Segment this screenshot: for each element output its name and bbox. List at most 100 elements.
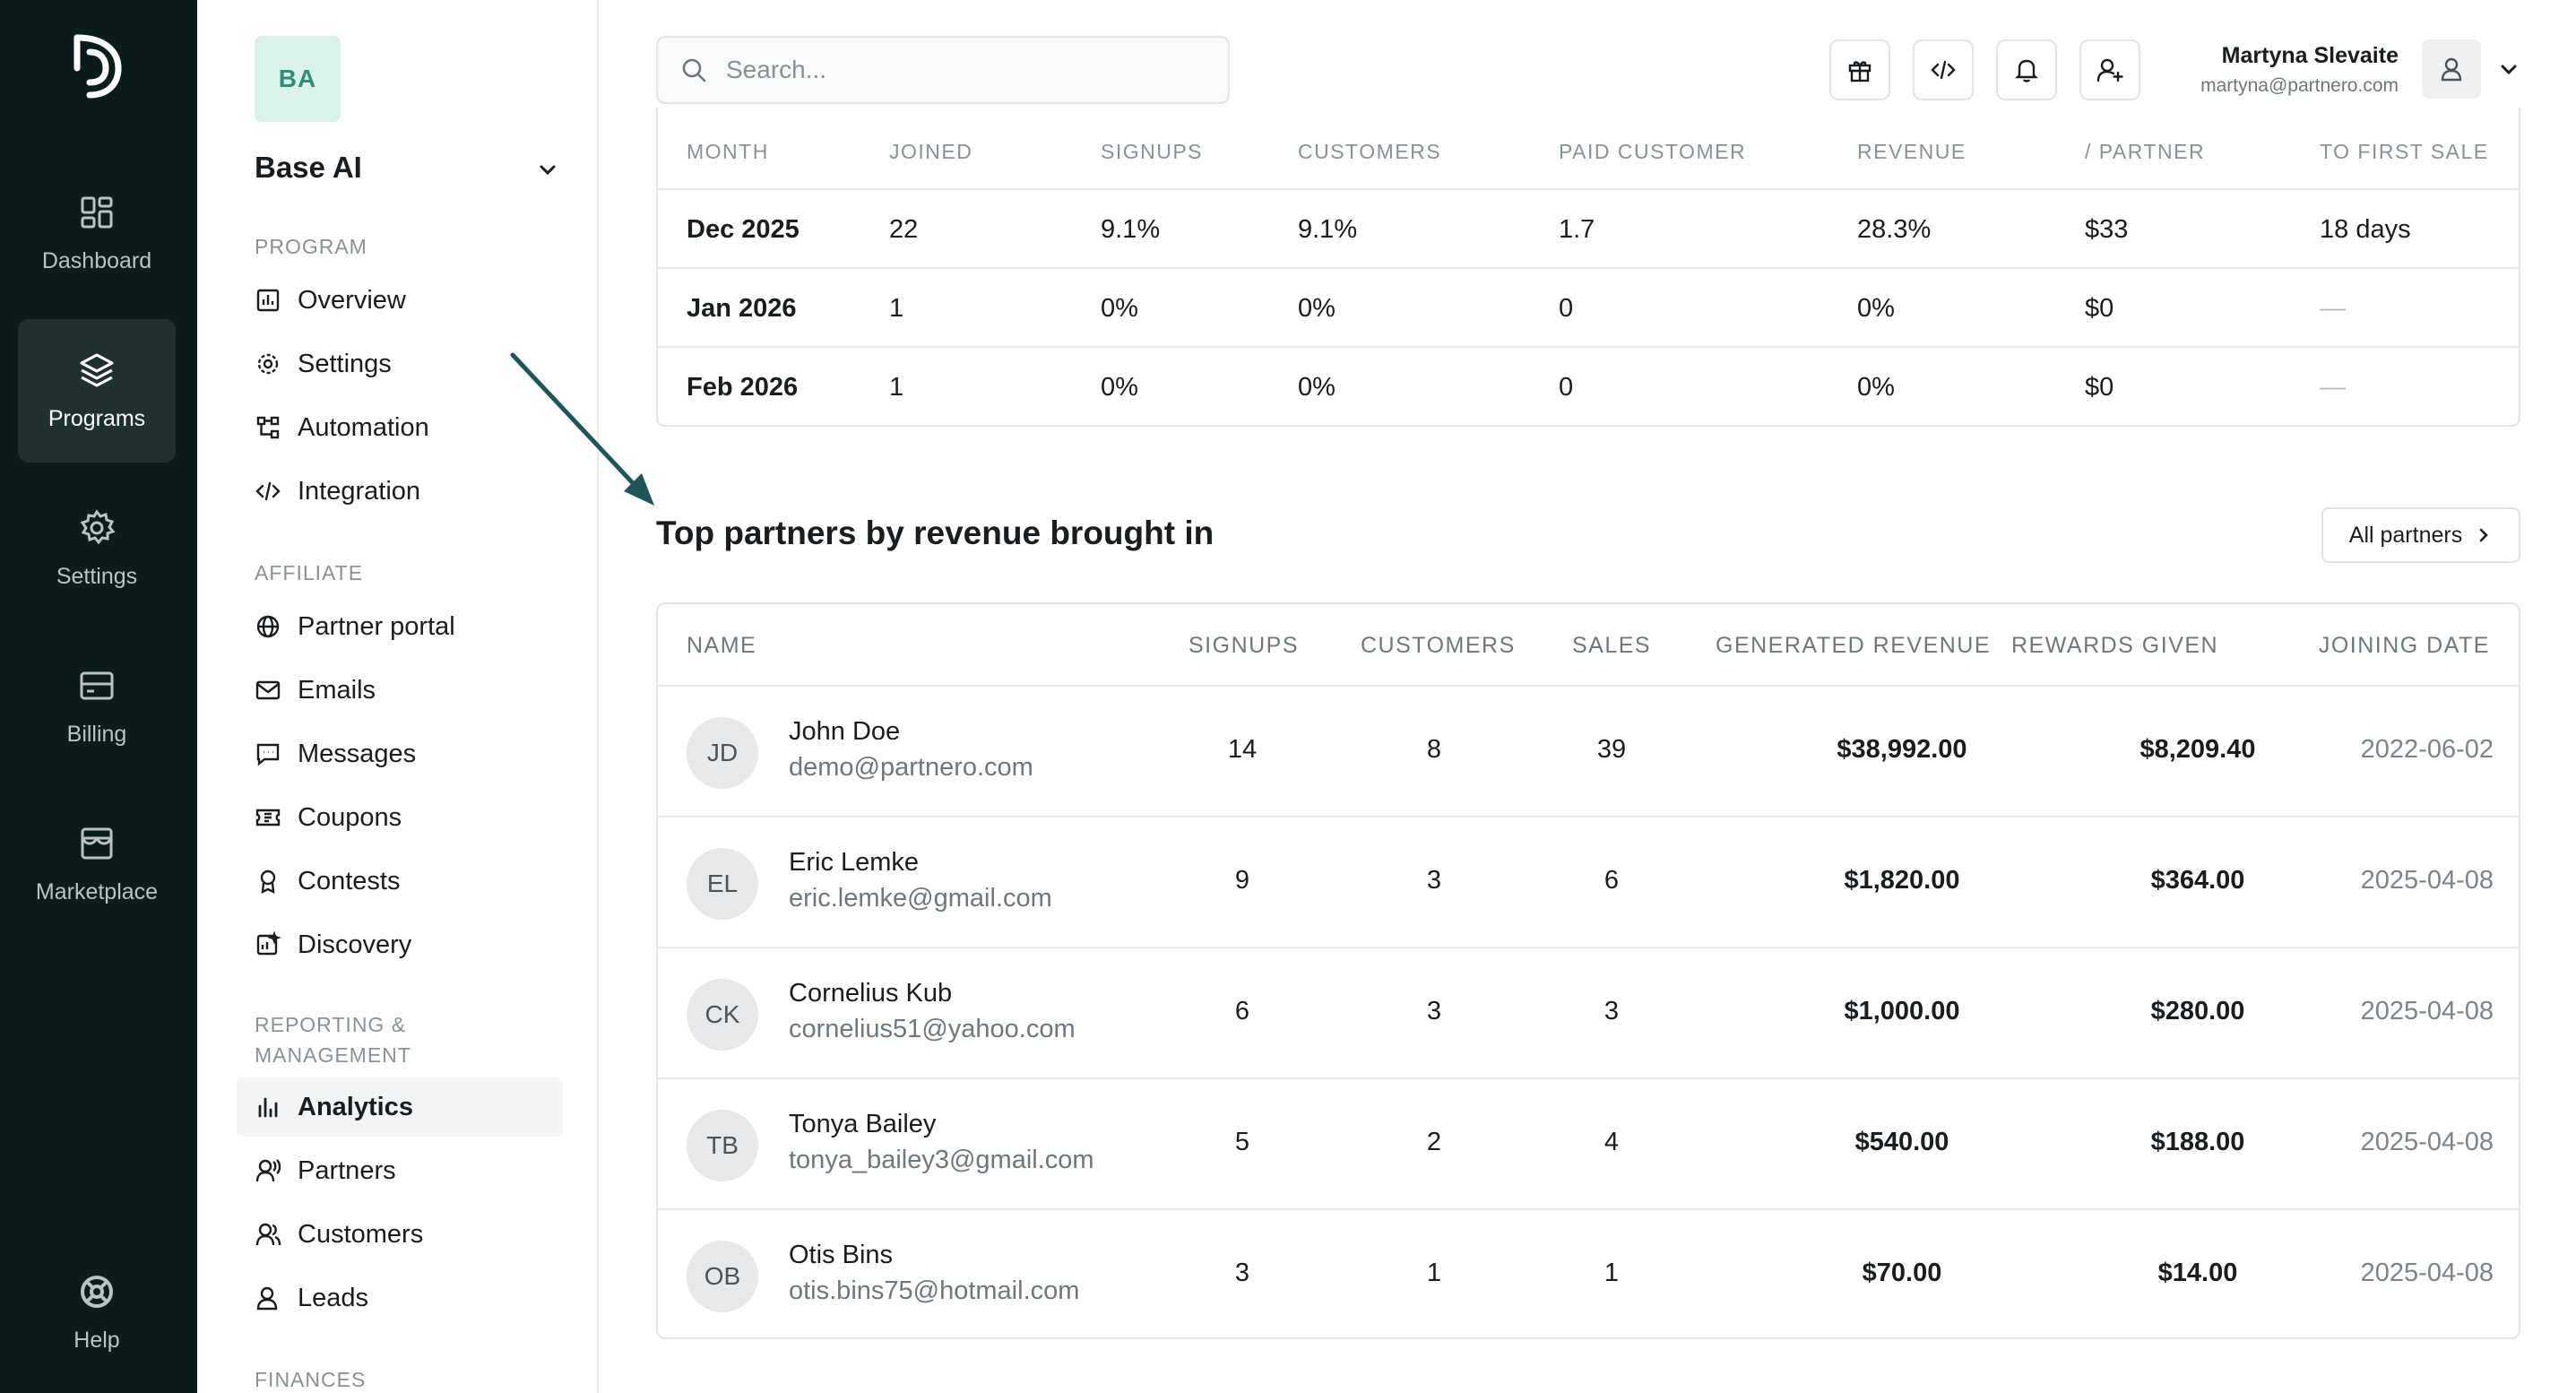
top-partners-table: NAME SIGNUPS CUSTOMERS SALES GENERATED R… [656, 602, 2520, 1339]
sidebar-item-label: Analytics [298, 1092, 413, 1121]
partner-name[interactable]: John Doe [789, 717, 901, 746]
customers-value: 3 [1426, 997, 1442, 1025]
workspace-name[interactable]: Base AI [255, 151, 362, 184]
award-icon [260, 870, 276, 895]
joining-date: 2025-04-08 [2360, 1259, 2494, 1287]
sidebar-item-discovery[interactable]: Discovery [237, 915, 563, 974]
column-header: REVENUE [1857, 140, 1967, 163]
sidebar-item-integration[interactable]: Integration [237, 462, 563, 521]
table-cell: 1 [889, 294, 904, 323]
sidebar-item-messages[interactable]: Messages [237, 724, 563, 783]
partner-name[interactable]: Cornelius Kub [789, 979, 953, 1008]
column-header: JOINED [889, 140, 973, 163]
partner-email: eric.lemke@gmail.com [789, 884, 1052, 913]
sidebar-item-label: Discovery [298, 930, 412, 959]
rail-label: Programs [48, 405, 146, 431]
chevron-down-icon[interactable] [2497, 57, 2520, 81]
sidebar-item-label: Partner portal [298, 611, 455, 641]
sidebar-item-automation[interactable]: Automation [237, 398, 563, 457]
mail-icon [255, 680, 281, 700]
table-cell: 1 [889, 373, 904, 402]
table-row: Jan 2026 1 0% 0% 0 0% $0 — [658, 267, 2519, 346]
sidebar-item-analytics[interactable]: Analytics [237, 1077, 563, 1137]
table-cell: 0 [1559, 373, 1574, 402]
rewards-value: $188.00 [2150, 1128, 2245, 1156]
chevron-right-icon [2479, 528, 2489, 542]
rail-item-help[interactable]: Help [18, 1241, 176, 1384]
table-row[interactable]: JD John Doe demo@partnero.com 14 8 39 $3… [658, 685, 2519, 816]
table-cell: — [2320, 373, 2346, 402]
column-header: GENERATED REVENUE [1716, 633, 1992, 658]
chevron-down-icon[interactable] [536, 158, 559, 181]
message-icon [256, 743, 280, 766]
sidebar-item-settings[interactable]: Settings [237, 334, 563, 394]
gift-button[interactable] [1829, 39, 1890, 100]
partnero-logo[interactable] [72, 32, 122, 100]
rail-item-marketplace[interactable]: Marketplace [18, 792, 176, 936]
rail-item-settings[interactable]: Settings [18, 477, 176, 620]
section-title: Top partners by revenue brought in [656, 515, 1215, 551]
dashboard-icon [81, 196, 113, 228]
column-header: SIGNUPS [1101, 140, 1204, 163]
rail-label: Help [73, 1327, 120, 1353]
column-header: / PARTNER [2085, 140, 2206, 163]
table-row[interactable]: TB Tonya Bailey tonya_bailey3@gmail.com … [658, 1077, 2519, 1208]
section-label-affiliate: AFFILIATE [255, 561, 364, 584]
partner-name[interactable]: Eric Lemke [789, 848, 920, 877]
rail-item-programs[interactable]: Programs [18, 319, 176, 463]
avatar: CK [687, 979, 758, 1051]
section-label-reporting: REPORTING & [255, 1013, 407, 1036]
revenue-value: $1,000.00 [1844, 997, 1960, 1025]
sidebar-item-partners[interactable]: Partners [237, 1141, 563, 1200]
invite-user-button[interactable] [2079, 39, 2140, 100]
partners-icon [255, 1159, 281, 1182]
sales-value: 6 [1604, 866, 1620, 895]
table-cell: 28.3% [1857, 215, 1932, 244]
avatar: JD [687, 717, 758, 789]
sidebar-item-emails[interactable]: Emails [237, 661, 563, 720]
joining-date: 2025-04-08 [2360, 997, 2494, 1025]
all-partners-button[interactable]: All partners [2321, 507, 2520, 563]
sidebar-item-customers[interactable]: Customers [237, 1205, 563, 1264]
table-cell: 0% [1857, 373, 1895, 402]
table-cell: — [2320, 294, 2346, 323]
rail-item-billing[interactable]: Billing [18, 635, 176, 778]
column-header: PAID CUSTOMER [1559, 140, 1747, 163]
notifications-button[interactable] [1996, 39, 2057, 100]
rewards-value: $364.00 [2150, 866, 2245, 895]
column-header: TO FIRST SALE [2320, 140, 2489, 163]
user-name[interactable]: Martyna Slevaite [2221, 43, 2399, 68]
sidebar-item-partner-portal[interactable]: Partner portal [237, 597, 563, 656]
joining-date: 2022-06-02 [2360, 735, 2494, 764]
search-box[interactable] [656, 36, 1230, 104]
sidebar-item-overview[interactable]: Overview [237, 271, 563, 330]
sidebar-item-contests[interactable]: Contests [237, 852, 563, 911]
joining-date: 2025-04-08 [2360, 1128, 2494, 1156]
partner-name[interactable]: Tonya Bailey [789, 1110, 937, 1138]
customers-value: 3 [1426, 866, 1442, 895]
table-cell: $0 [2085, 294, 2114, 323]
rail-item-dashboard[interactable]: Dashboard [18, 161, 176, 305]
table-row[interactable]: OB Otis Bins otis.bins75@hotmail.com 3 1… [658, 1208, 2519, 1337]
section-label-finances: FINANCES [255, 1368, 367, 1391]
embed-code-button[interactable] [1913, 39, 1974, 100]
table-row: Feb 2026 1 0% 0% 0 0% $0 — [658, 346, 2519, 425]
sidebar-item-coupons[interactable]: Coupons [237, 788, 563, 847]
monthly-stats-table: MONTH JOINED SIGNUPS CUSTOMERS PAID CUST… [656, 108, 2520, 427]
table-row[interactable]: CK Cornelius Kub cornelius51@yahoo.com 6… [658, 947, 2519, 1077]
code-icon [1931, 60, 1956, 80]
table-row[interactable]: EL Eric Lemke eric.lemke@gmail.com 9 3 6… [658, 816, 2519, 947]
sidebar-item-label: Customers [298, 1219, 424, 1249]
column-header: SALES [1572, 633, 1652, 658]
partner-name[interactable]: Otis Bins [789, 1241, 894, 1269]
table-cell: 1.7 [1559, 215, 1595, 244]
user-icon [256, 1286, 278, 1311]
search-input[interactable] [726, 56, 1192, 84]
table-cell: Feb 2026 [687, 373, 799, 402]
table-cell: Dec 2025 [687, 215, 800, 244]
sidebar-item-label: Automation [298, 412, 429, 442]
user-avatar[interactable] [2422, 39, 2481, 99]
workspace-avatar[interactable]: BA [255, 36, 341, 122]
user-plus-icon [2096, 58, 2123, 82]
sidebar-item-leads[interactable]: Leads [237, 1268, 563, 1328]
